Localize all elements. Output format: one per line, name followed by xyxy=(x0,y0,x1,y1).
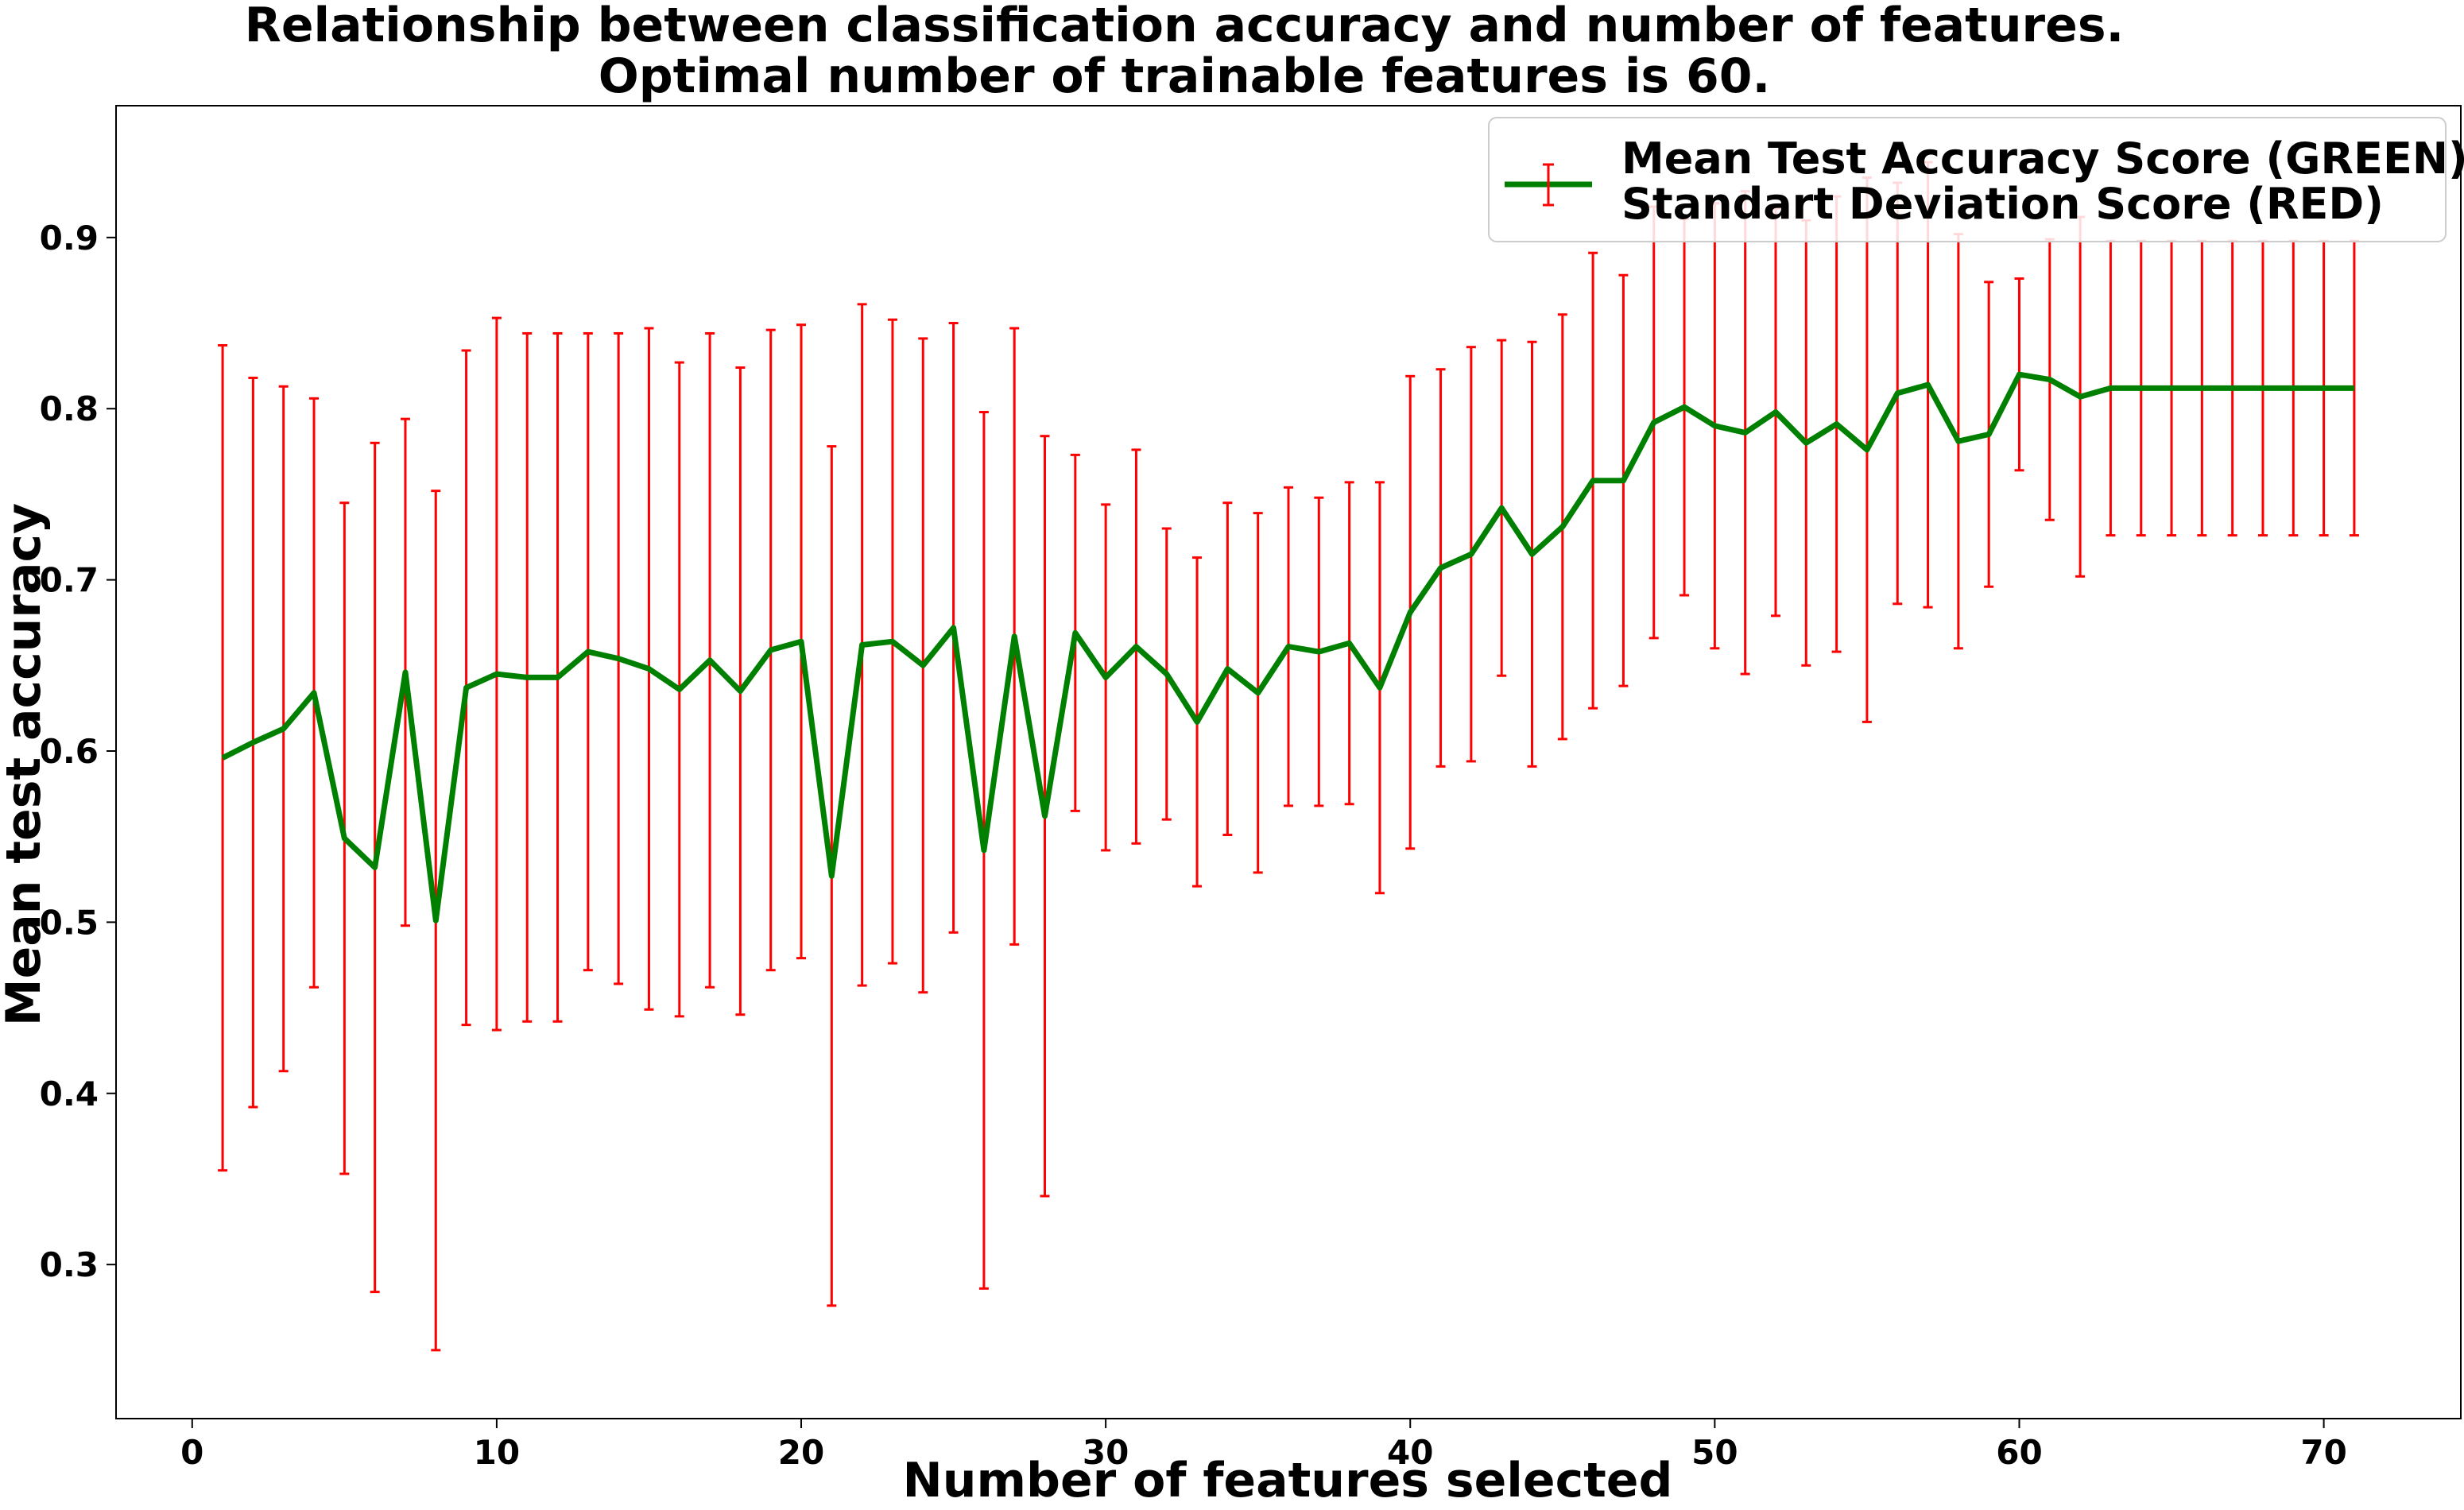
x-tick-label: 20 xyxy=(778,1433,824,1472)
legend-entry-mean: Mean Test Accuracy Score (GREEN) xyxy=(1621,134,2464,184)
x-tick-label: 50 xyxy=(1691,1433,1738,1472)
y-tick-label: 0.6 xyxy=(40,732,99,771)
x-axis-ticks: 0 10 20 30 40 50 60 70 xyxy=(180,1419,2347,1472)
x-tick-label: 60 xyxy=(1996,1433,2042,1472)
y-tick-label: 0.4 xyxy=(40,1074,99,1113)
error-bars xyxy=(218,161,2359,1352)
y-tick-label: 0.8 xyxy=(40,389,99,428)
plot-area xyxy=(115,105,2462,1419)
y-tick-label: 0.7 xyxy=(40,561,99,600)
y-axis-label: Mean test accuracy xyxy=(0,503,52,1026)
y-tick-label: 0.5 xyxy=(40,903,99,942)
mean-accuracy-line xyxy=(221,371,2354,923)
x-tick-label: 10 xyxy=(474,1433,520,1472)
x-tick-label: 0 xyxy=(180,1433,203,1472)
legend-box xyxy=(1488,117,2447,242)
legend: Mean Test Accuracy Score (GREEN) Standar… xyxy=(1488,117,2464,242)
y-axis-ticks: 0.3 0.4 0.5 0.6 0.7 0.8 0.9 xyxy=(40,219,116,1284)
x-tick-label: 40 xyxy=(1387,1433,1433,1472)
legend-entry-std: Standart Deviation Score (RED) xyxy=(1621,179,2384,229)
chart-title: Relationship between classification accu… xyxy=(245,0,2125,104)
y-tick-label: 0.9 xyxy=(40,219,99,257)
error-bar xyxy=(218,344,228,1172)
chart-title-line-1: Relationship between classification accu… xyxy=(245,0,2125,53)
chart-title-line-2: Optimal number of trainable features is … xyxy=(599,48,1771,104)
x-axis-label: Number of features selected xyxy=(903,1453,1673,1508)
y-tick-label: 0.3 xyxy=(40,1245,99,1284)
x-tick-label: 30 xyxy=(1083,1433,1129,1472)
x-tick-label: 70 xyxy=(2300,1433,2346,1472)
